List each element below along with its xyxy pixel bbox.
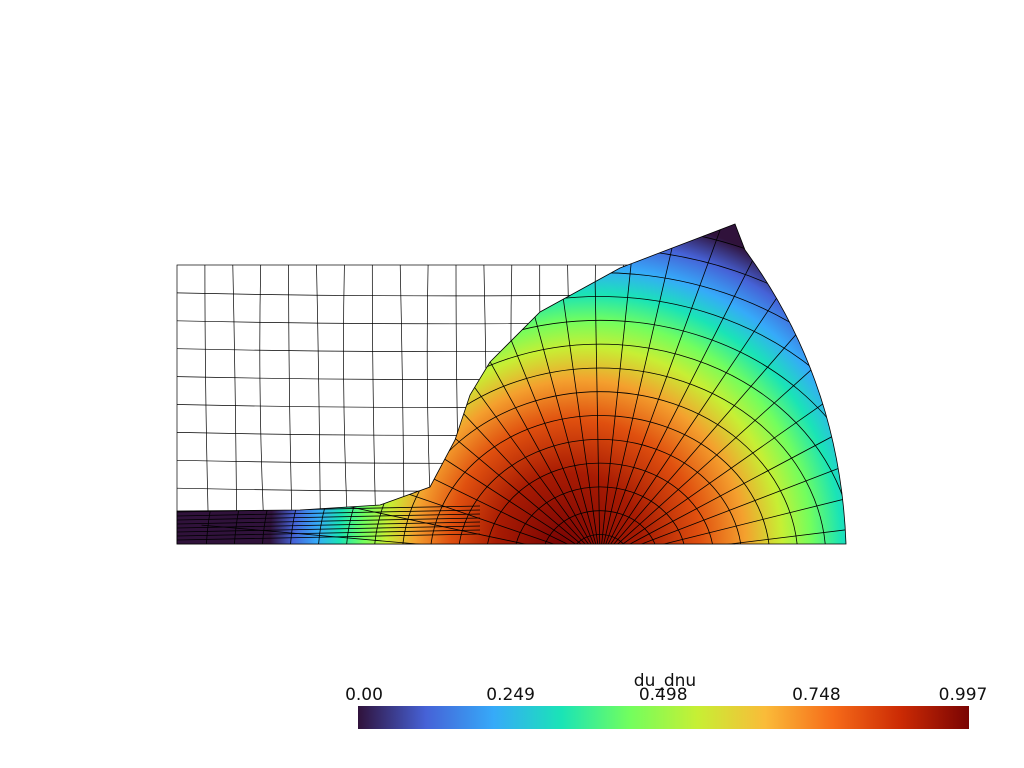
mesh-line <box>569 534 631 544</box>
mesh-line <box>204 264 210 545</box>
mesh-line <box>599 510 846 544</box>
mesh-line <box>599 224 738 544</box>
mesh-line <box>177 525 481 533</box>
mesh-line <box>288 264 293 545</box>
mesh-line <box>177 533 481 541</box>
colorbar-tick-label: 0.249 <box>486 685 535 705</box>
mesh-line <box>541 510 659 544</box>
mesh-line <box>371 264 377 545</box>
mesh-line <box>599 371 846 544</box>
colorbar-gradient <box>358 706 969 729</box>
colorbar-tick-label: 0.748 <box>792 685 841 705</box>
mesh-line <box>177 513 481 521</box>
colorbar-tick-label: 0.498 <box>639 685 688 705</box>
mesh-line <box>232 264 238 545</box>
mesh-line <box>259 264 266 545</box>
mesh-line <box>513 486 687 544</box>
mesh-line <box>343 264 349 545</box>
mesh-line <box>177 509 481 517</box>
colorbar-tick-label: 0.00 <box>345 685 383 705</box>
mesh-line <box>599 292 846 544</box>
mesh-line <box>599 330 846 544</box>
mesh-line <box>429 415 771 544</box>
mesh-line <box>599 416 846 544</box>
deformed-outline <box>176 223 847 545</box>
mesh-line <box>177 517 481 525</box>
deformed-field <box>177 224 846 544</box>
mesh-line <box>201 524 601 544</box>
colorbar-title: du_dnu <box>634 671 696 691</box>
colorbar: du_dnu 0.00 0.249 0.498 0.748 0.997 <box>345 671 987 729</box>
mesh-line <box>177 521 481 529</box>
mesh-line <box>177 505 481 513</box>
colorbar-tick-label: 0.997 <box>939 685 988 705</box>
mesh-line <box>485 462 715 544</box>
mesh-line <box>599 224 782 544</box>
mesh-line <box>316 264 321 545</box>
mesh-line <box>457 438 743 544</box>
mesh-line <box>177 529 481 537</box>
